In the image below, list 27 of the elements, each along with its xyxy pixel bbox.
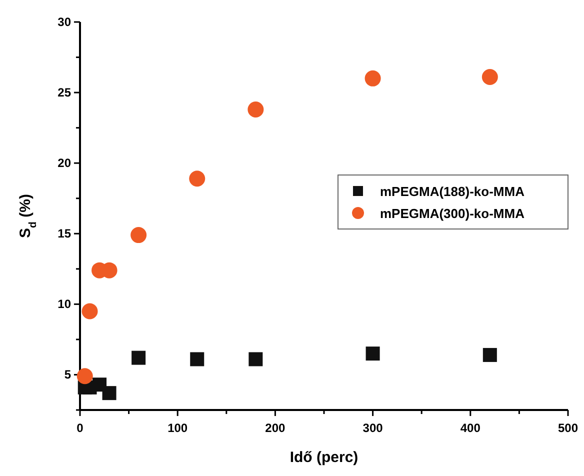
point <box>130 227 147 244</box>
point <box>248 101 264 118</box>
x-tick-label: 300 <box>362 421 384 435</box>
y-tick-label: 20 <box>58 156 72 170</box>
y-tick-label: 10 <box>58 297 72 312</box>
point <box>82 303 98 320</box>
point <box>248 352 263 366</box>
point <box>366 346 380 361</box>
x-axis-title: Idő (perc) <box>290 449 358 466</box>
x-tick-label: 200 <box>265 421 286 435</box>
point <box>190 352 204 366</box>
x-tick-label: 100 <box>168 421 188 435</box>
point <box>76 368 93 384</box>
point <box>482 69 498 86</box>
legend-label: mPEGMA(300)-ko-MMA <box>380 206 526 221</box>
point <box>189 170 206 187</box>
y-tick-label: 30 <box>58 15 72 29</box>
point <box>482 348 497 362</box>
legend-label: mPEGMA(188)-ko-MMA <box>380 184 526 199</box>
y-tick-label: 15 <box>58 226 72 241</box>
x-tick-label: 500 <box>558 421 578 435</box>
y-tick-label: 25 <box>58 86 72 100</box>
point <box>132 350 146 365</box>
y-tick-label: 5 <box>64 368 72 382</box>
point <box>364 70 381 86</box>
x-tick-label: 0 <box>76 421 84 435</box>
x-tick-label: 400 <box>460 421 481 435</box>
